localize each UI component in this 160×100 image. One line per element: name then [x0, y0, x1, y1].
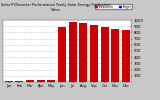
- Bar: [68, 22, 76, 82]
- Text: Solar PV/Inverter Performance Yearly Solar Energy Production Value: Solar PV/Inverter Performance Yearly Sol…: [1, 3, 111, 12]
- Bar: [100, 27, 108, 82]
- Bar: [47, 80, 55, 82]
- Bar: [122, 30, 130, 82]
- Bar: [111, 29, 119, 82]
- Bar: [90, 25, 98, 82]
- Bar: [36, 80, 44, 82]
- Bar: [4, 81, 12, 82]
- Legend: Production, Target: Production, Target: [95, 4, 132, 9]
- Bar: [79, 23, 87, 82]
- Bar: [15, 81, 23, 82]
- Bar: [58, 27, 66, 82]
- Bar: [26, 80, 34, 82]
